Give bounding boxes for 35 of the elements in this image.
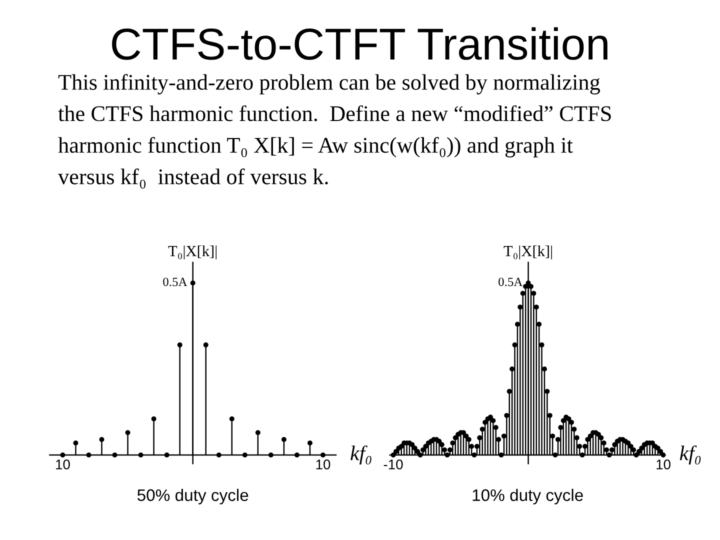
annotation: 0.5A	[163, 278, 188, 286]
x-tick-label: -10	[384, 460, 403, 470]
point	[86, 452, 92, 458]
point	[73, 440, 78, 446]
point	[99, 437, 104, 442]
point	[164, 452, 170, 458]
point	[60, 452, 66, 458]
x-axis-title: kf₀	[680, 445, 701, 465]
y-axis-title: T₀|X[k]|	[504, 245, 552, 260]
point	[216, 452, 222, 458]
y-axis-title: T₀|X[k]|	[168, 245, 217, 260]
chart-title: CTFS-to-CTFT Transition	[112, 27, 608, 60]
point	[242, 452, 248, 458]
point	[190, 280, 196, 286]
point	[255, 430, 260, 436]
point	[294, 452, 300, 458]
x-tick-label: 10	[56, 460, 70, 470]
point	[320, 452, 326, 458]
point	[307, 440, 312, 446]
annotation: 0.5A	[498, 278, 523, 286]
x-axis-title: kf₀	[350, 445, 372, 465]
point	[177, 342, 182, 348]
x-tick-label: 10	[316, 460, 330, 470]
point	[229, 416, 234, 422]
point	[112, 452, 118, 458]
point	[125, 430, 130, 436]
text: 50% duty cycle	[137, 488, 248, 504]
point	[151, 416, 156, 422]
point	[203, 342, 208, 348]
text: 10% duty cycle	[472, 488, 583, 504]
point	[268, 452, 274, 458]
chart-subtitle: This infinity-and-zero problem can be solved by normalizing the CTFS harmonic function. Define a new “modified” CTFS harmonic function T₀ X[k] = Aw sinc(w(kf₀)) and graph it versus kf₀ instead of versus k.	[58, 74, 611, 189]
point	[138, 452, 144, 458]
x-tick-label: 10	[656, 460, 670, 470]
point	[281, 437, 286, 442]
